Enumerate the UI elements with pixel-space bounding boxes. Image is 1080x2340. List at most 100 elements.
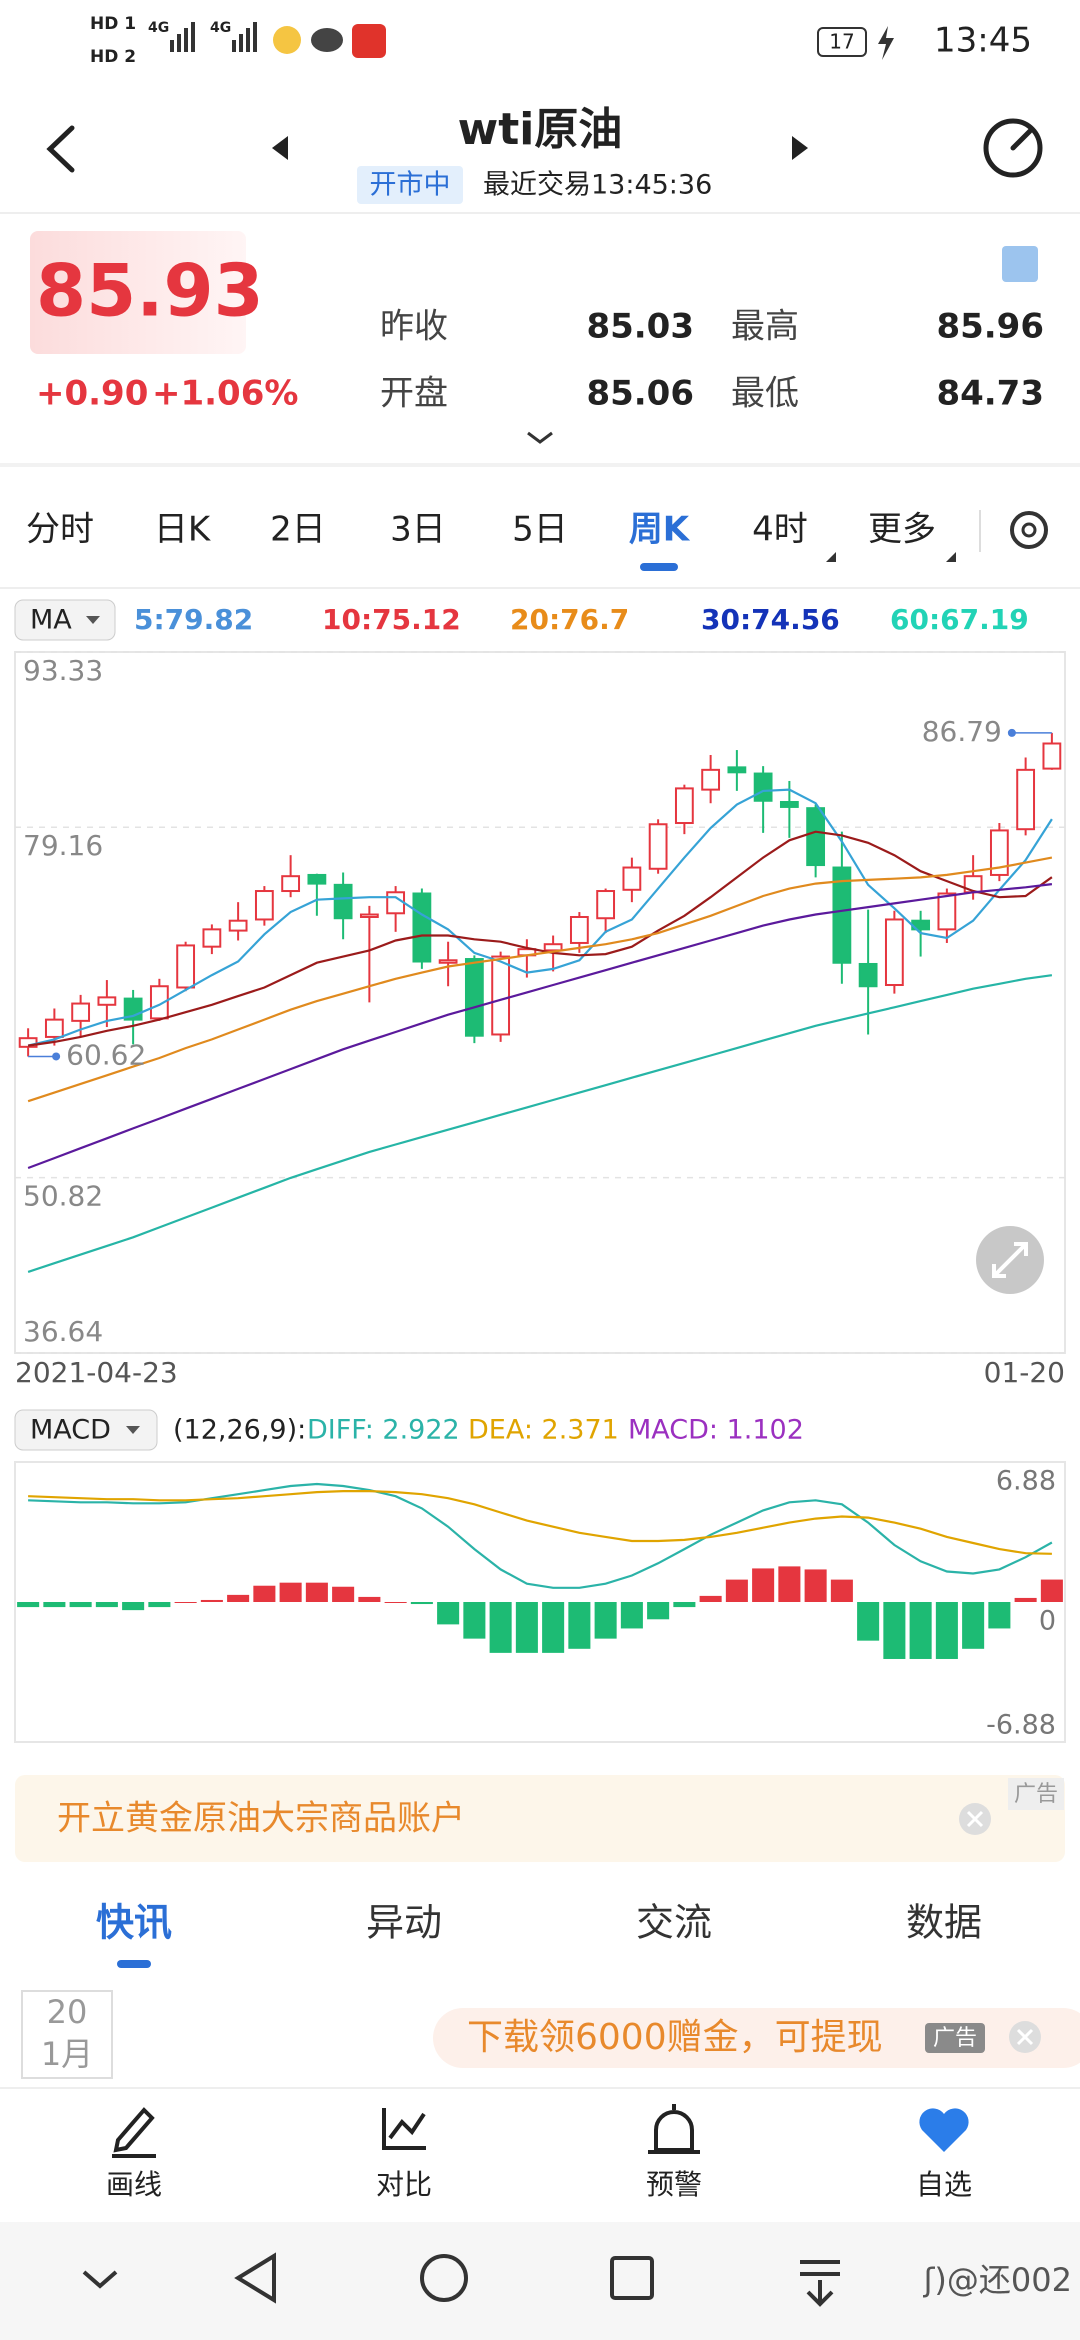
macd-bar <box>279 1582 302 1602</box>
nav-notifications[interactable] <box>800 2260 840 2307</box>
macd-bar <box>463 1602 486 1639</box>
nav-back[interactable] <box>234 2252 276 2304</box>
price-box <box>30 231 246 354</box>
expand-quote[interactable] <box>527 431 553 444</box>
candle-body <box>491 955 511 1036</box>
macd-bar <box>988 1602 1011 1629</box>
macd-bar <box>410 1602 433 1605</box>
dropdown-indicator <box>126 1426 140 1434</box>
date-box <box>21 1990 113 2079</box>
alert-icon[interactable] <box>648 2104 700 2154</box>
period-tab[interactable]: 周K <box>629 510 691 550</box>
compare-icon[interactable] <box>382 2108 426 2150</box>
nav-recent[interactable] <box>610 2256 654 2300</box>
period-tab[interactable]: 2日 <box>270 510 326 550</box>
draw-icon[interactable] <box>112 2107 156 2158</box>
next-button[interactable] <box>792 136 808 160</box>
ad-text: 开立黄金原油大宗商品账户 <box>57 1799 465 1839</box>
period-tab[interactable]: 3日 <box>390 510 446 550</box>
macd-bar <box>857 1602 880 1641</box>
nav-hide[interactable] <box>82 2270 118 2289</box>
period-tab[interactable]: 4时 <box>752 510 808 550</box>
tab-underline <box>640 563 678 571</box>
news-day: 20 <box>47 1993 88 2031</box>
macd-bar <box>883 1602 906 1659</box>
macd-bar <box>1014 1597 1037 1602</box>
float-ad[interactable] <box>433 2008 1080 2068</box>
news-tab[interactable]: 数据 <box>906 1901 982 1945</box>
macd-bar <box>568 1602 591 1649</box>
stat-value: 85.96 <box>936 307 1044 347</box>
x-tick-label: 01-20 <box>984 1356 1065 1389</box>
settings-button[interactable] <box>1010 511 1048 549</box>
indicator-selector[interactable] <box>14 1409 158 1451</box>
ad-banner[interactable] <box>15 1775 1065 1862</box>
candle-body <box>937 892 957 931</box>
info-icon[interactable] <box>1002 246 1038 282</box>
candle-body <box>202 928 222 948</box>
y-tick-label: 79.16 <box>23 829 103 862</box>
dropdown-indicator <box>86 616 100 624</box>
battery-level: 17 <box>829 30 854 54</box>
dropdown-indicator <box>826 552 836 562</box>
news-tab[interactable]: 快讯 <box>96 1901 172 1945</box>
macd-bar <box>673 1602 696 1608</box>
news-tab[interactable]: 交流 <box>636 1901 712 1945</box>
watchlist-icon[interactable] <box>919 2108 969 2152</box>
candle-body <box>832 866 852 964</box>
status-pill <box>357 166 463 204</box>
candlestick-chart: 93.33 79.16 50.82 36.64 2021-04-23 01-20 5:79.… <box>15 603 1065 1389</box>
macd-chart: 6.88 0 -6.88 DIFF: 2.922 DEA: 2.371 MACD: 1.1… <box>17 1415 1063 1741</box>
stat-value: 84.73 <box>936 374 1044 414</box>
prev-button[interactable] <box>272 136 288 160</box>
candle-body <box>412 892 432 963</box>
period-tab[interactable]: 更多 <box>868 510 936 550</box>
market-status: 开市中 <box>370 170 451 201</box>
battery-icon <box>817 27 867 57</box>
candle-body <box>622 866 642 891</box>
candle-body <box>438 959 458 964</box>
candle-body <box>543 943 563 952</box>
toolbar-label[interactable]: 对比 <box>376 2168 432 2201</box>
candle-body <box>858 962 878 988</box>
toolbar-label[interactable]: 自选 <box>916 2168 972 2201</box>
toolbar-label[interactable]: 预警 <box>646 2168 702 2201</box>
legend-entry: 30:74.56 <box>701 603 840 636</box>
nav-home[interactable] <box>420 2254 468 2302</box>
candle-body <box>596 890 616 920</box>
fullscreen-button[interactable] <box>976 1226 1044 1294</box>
legend-entry: 60:67.19 <box>890 603 1029 636</box>
legend-entry: 20:76.7 <box>510 603 629 636</box>
indicator-selector[interactable] <box>14 599 116 641</box>
toolbar-label[interactable]: 画线 <box>106 2168 162 2201</box>
macd-bar <box>647 1602 670 1620</box>
signal-icon <box>170 22 257 52</box>
macd-bar <box>594 1602 617 1639</box>
period-tab[interactable]: 分时 <box>26 510 94 550</box>
refresh-button[interactable] <box>983 118 1043 178</box>
max-label: 86.79 <box>922 715 1002 748</box>
charging-icon <box>878 26 894 60</box>
ma-line <box>27 830 1053 1047</box>
period-tab[interactable]: 日K <box>154 510 212 550</box>
close-button[interactable] <box>959 1803 991 1835</box>
tab-underline <box>117 1960 151 1968</box>
y-tick-label: 50.82 <box>23 1180 103 1213</box>
ad-tag-box <box>1008 1778 1064 1810</box>
network-label: 4G <box>148 20 169 36</box>
macd-line <box>28 1490 1052 1555</box>
macd-bar <box>95 1602 118 1608</box>
price-change: +0.90 <box>36 374 148 414</box>
min-marker <box>52 1052 61 1061</box>
news-tab[interactable]: 异动 <box>366 1901 442 1945</box>
close-button[interactable] <box>1009 2021 1041 2053</box>
legend-entry: DEA: 2.371 <box>468 1415 619 1446</box>
ma-line <box>27 856 1053 1103</box>
y-tick-label: 0 <box>1039 1606 1056 1637</box>
clock: 13:45 <box>934 21 1032 61</box>
macd-bar <box>69 1602 92 1608</box>
back-button[interactable] <box>46 125 75 173</box>
period-tab[interactable]: 5日 <box>512 510 568 550</box>
news-tabs: 快讯 异动 交流 数据 <box>96 1901 982 1968</box>
